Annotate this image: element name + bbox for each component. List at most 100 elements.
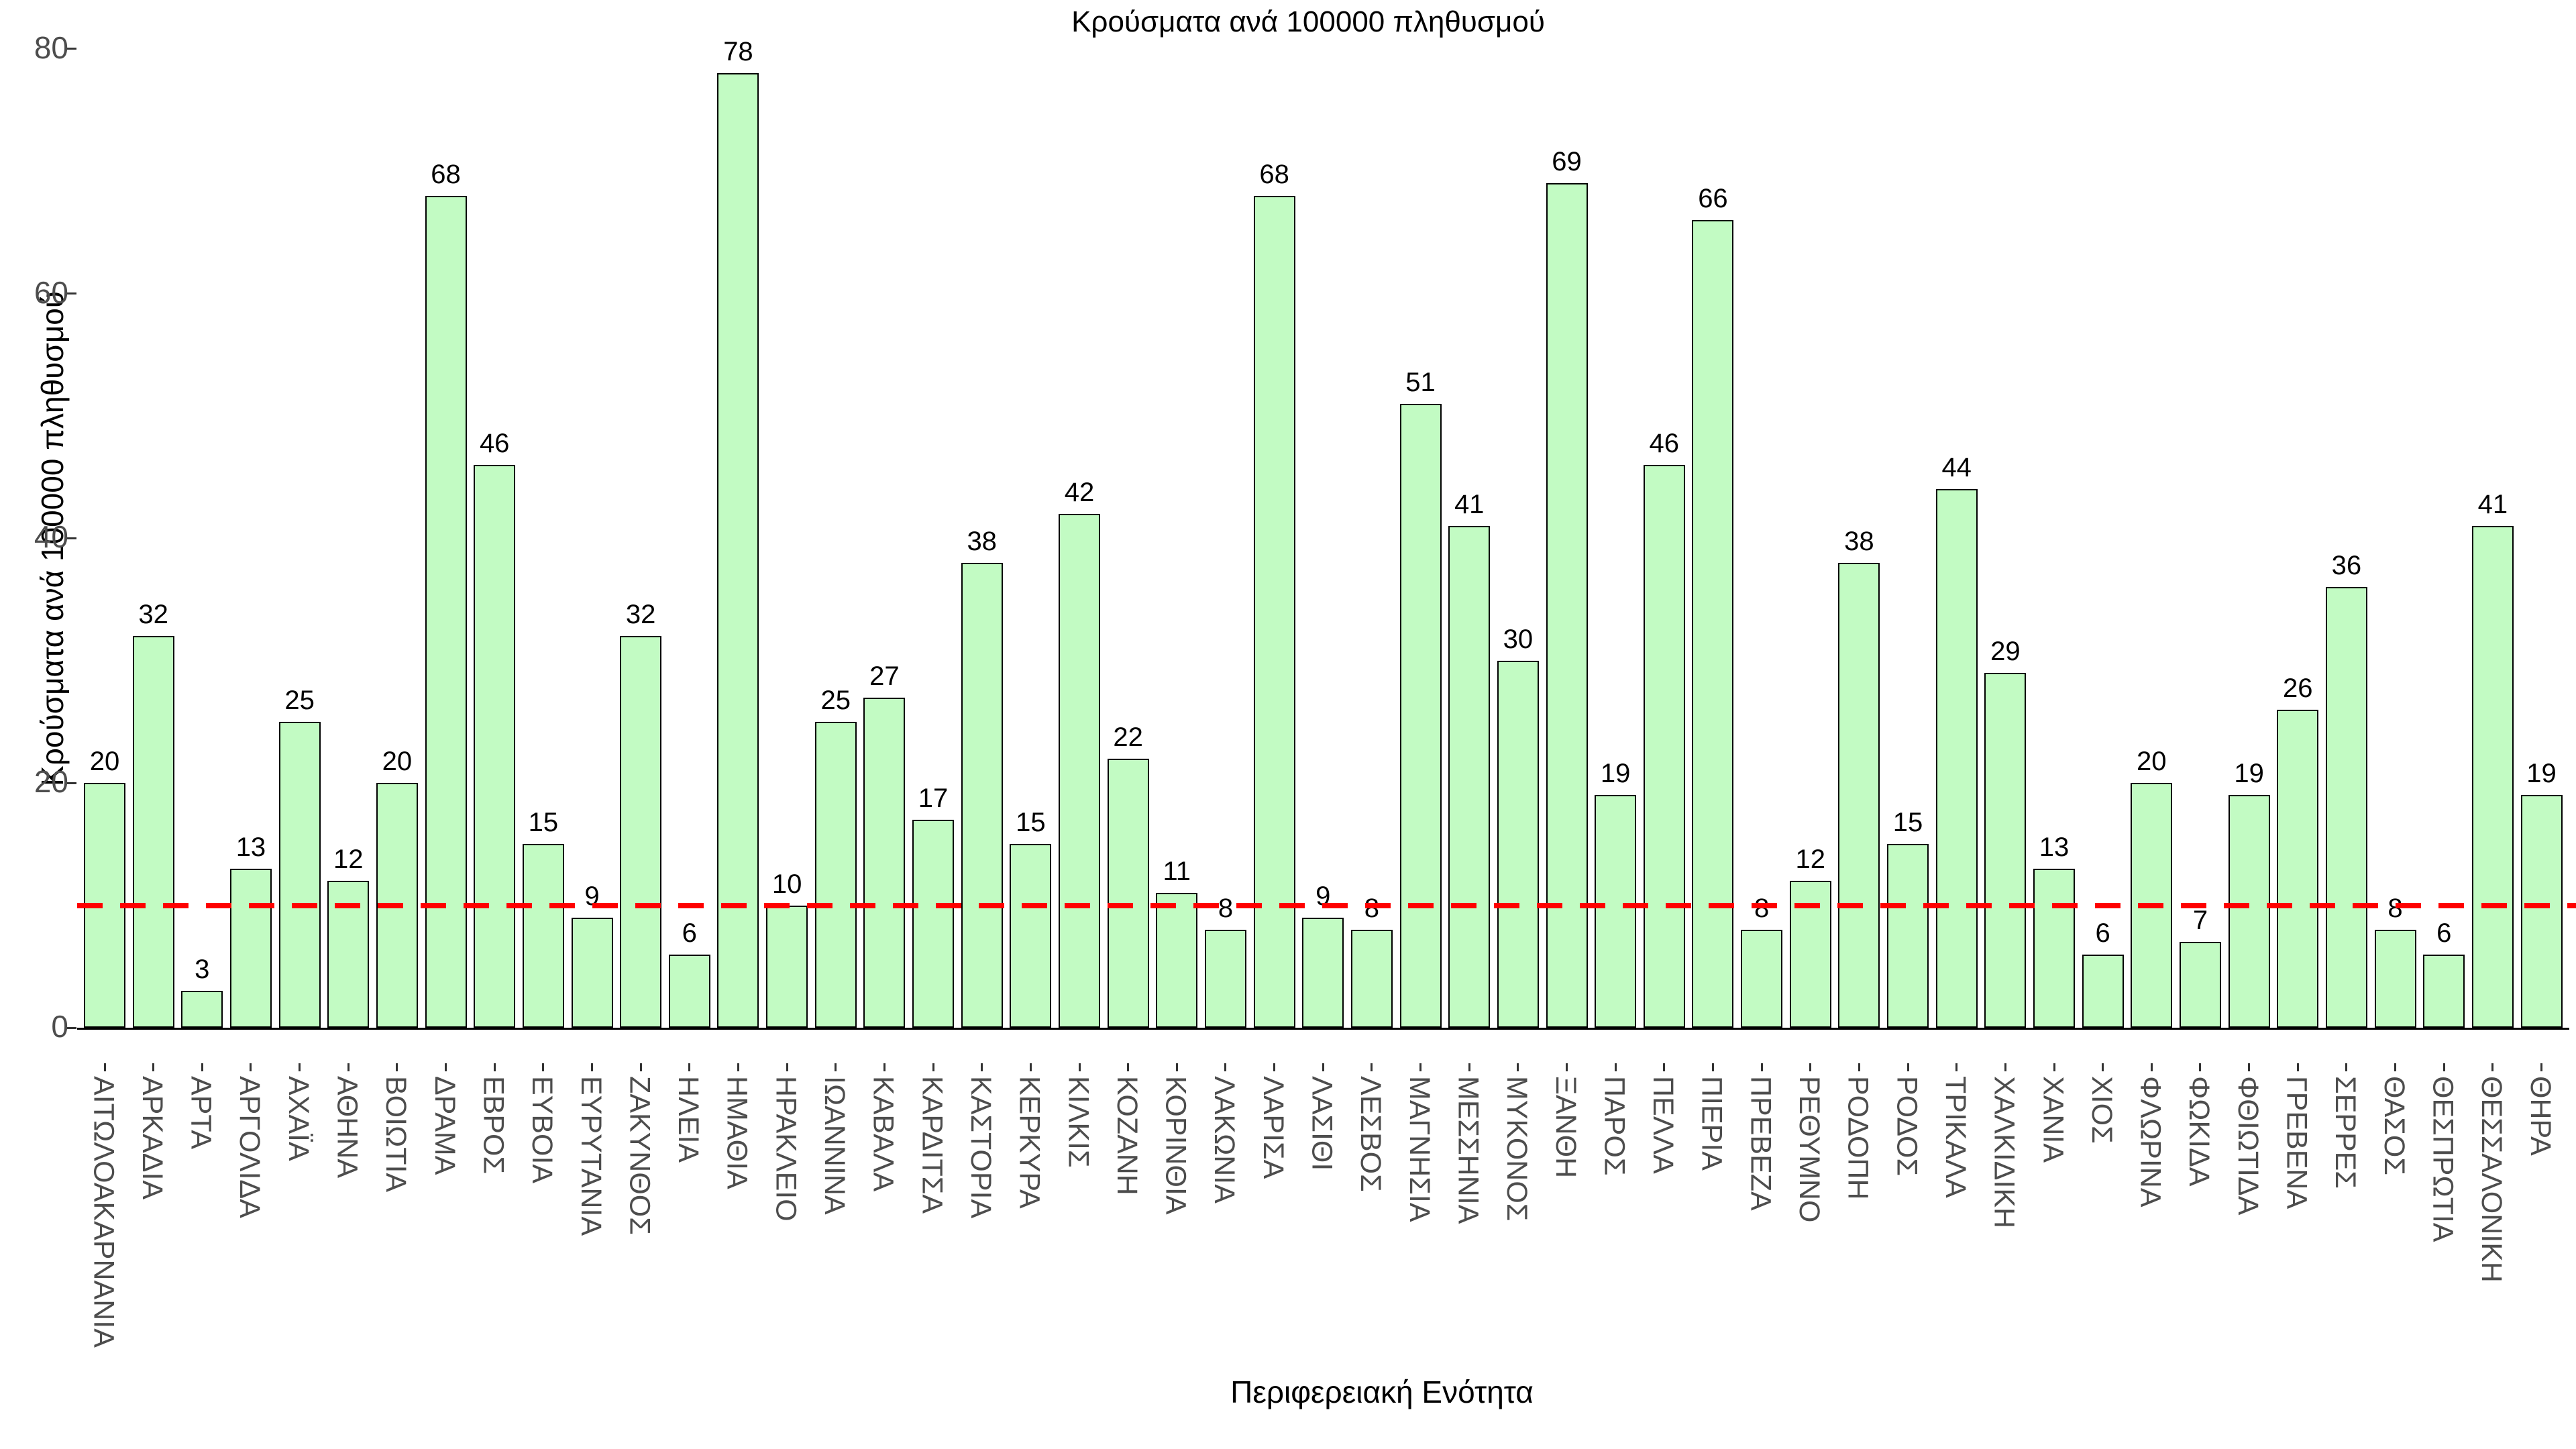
reference-line [77,902,2576,908]
bar [2374,930,2416,1028]
bar-value-label: 66 [1698,184,1728,214]
category-label: ΛΑΡΙΣΑ [1256,1076,1289,1179]
category-label: ΞΑΝΘΗ [1549,1076,1582,1179]
x-axis-tick [2004,1063,2006,1071]
x-axis-line [77,1028,2569,1030]
bar-value-label: 51 [1405,367,1436,397]
bar [229,868,272,1028]
category-label: ΑΘΗΝΑ [331,1076,364,1179]
category-label: ΠΡΕΒΕΖΑ [1744,1076,1777,1211]
bar-value-label: 32 [625,600,656,630]
bar-value-label: 15 [528,808,559,838]
y-tick-label: 40 [34,519,68,555]
x-axis-tick [1566,1063,1568,1071]
x-axis-tick [347,1063,350,1071]
x-axis-tick [2248,1063,2251,1071]
x-axis-tick [2394,1063,2397,1071]
bar [2082,954,2124,1028]
x-axis-tick [591,1063,593,1071]
category-label: ΣΕΡΡΕΣ [2329,1076,2362,1189]
x-axis-tick [201,1063,203,1071]
bar [1156,893,1198,1028]
category-label: ΦΘΙΩΤΙΔΑ [2231,1076,2264,1216]
category-label: ΚΕΡΚΥΡΑ [1013,1076,1046,1209]
bar-value-label: 69 [1552,147,1582,177]
bar-value-label: 25 [820,686,851,715]
bar-value-label: 19 [2526,759,2557,789]
bar [1059,513,1100,1028]
x-axis-tick [1029,1063,1032,1071]
bar [2520,795,2563,1028]
x-axis-tick [932,1063,934,1071]
y-tick-label: 20 [34,764,68,800]
bar-value-label: 3 [195,955,210,985]
bar-value-label: 7 [2192,906,2208,936]
bar [474,464,516,1028]
chart-title: Κρούσματα ανά 100000 πληθυσμού [1071,5,1545,38]
bar-value-label: 44 [1941,453,1972,483]
category-label: ΗΛΕΙΑ [672,1076,705,1163]
x-axis-tick [1371,1063,1373,1071]
bar-value-label: 32 [138,600,168,630]
x-axis-tick [2102,1063,2104,1071]
x-axis-tick [2199,1063,2202,1071]
bar-value-label: 68 [431,159,461,189]
x-axis-tick [152,1063,155,1071]
bar-value-label: 46 [479,428,510,458]
x-axis-tick [1858,1063,1860,1071]
category-label: ΡΕΘΥΜΝΟ [1793,1076,1826,1223]
bar-value-label: 25 [284,686,315,715]
category-label: ΒΟΙΩΤΙΑ [380,1076,413,1193]
bar [2471,526,2514,1028]
bar-value-label: 12 [1795,845,1826,875]
bar [961,562,1003,1028]
x-axis-tick [2053,1063,2055,1071]
category-label: ΛΕΣΒΟΣ [1354,1076,1387,1192]
x-axis-tick [1468,1063,1470,1071]
category-label: ΘΕΣΠΡΩΤΙΑ [2426,1076,2459,1242]
category-label: ΡΟΔΟΠΗ [1841,1076,1874,1200]
x-axis-tick [396,1063,398,1071]
bar [1595,795,1637,1028]
bar-value-label: 6 [682,918,697,948]
bar [1399,403,1442,1028]
bar-value-label: 8 [1754,894,1770,924]
x-axis-tick [1273,1063,1276,1071]
category-label: ΚΑΒΑΛΑ [867,1076,900,1192]
bar-value-label: 6 [2436,918,2452,948]
category-label: ΛΑΣΙΘΙ [1305,1076,1338,1171]
y-axis-tick [66,292,76,295]
bar [1107,758,1149,1028]
bar [1253,195,1295,1028]
bar-value-label: 78 [723,37,753,67]
x-axis-label: Περιφερειακή Ενότητα [1230,1375,1534,1409]
y-tick-label: 60 [34,274,68,310]
bar-value-label: 27 [869,661,900,691]
category-label: ΑΡΚΑΔΙΑ [136,1076,168,1200]
x-axis-tick [883,1063,885,1071]
x-axis-tick [1419,1063,1422,1071]
category-label: ΛΑΚΩΝΙΑ [1208,1076,1241,1203]
category-label: ΘΕΣΣΑΛΟΝΙΚΗ [2475,1076,2508,1283]
x-axis-tick [493,1063,496,1071]
category-label: ΤΡΙΚΑΛΑ [1939,1076,1972,1198]
x-axis-tick [835,1063,837,1071]
bar-value-label: 46 [1649,428,1680,458]
bar [2179,942,2221,1028]
bar-value-label: 17 [918,783,949,813]
bar [132,636,174,1028]
bar [620,636,662,1028]
bar-value-label: 8 [1364,894,1380,924]
bar [1984,673,2027,1028]
category-label: ΘΑΣΟΣ [2377,1076,2410,1175]
category-label: ΚΟΖΑΝΗ [1110,1076,1143,1195]
bar-value-label: 26 [2283,673,2313,703]
bar-value-label: 38 [1844,526,1874,556]
category-label: ΕΥΡΥΤΑΝΙΑ [574,1076,607,1236]
x-axis-tick [103,1063,106,1071]
bar [814,722,857,1028]
bar-value-label: 22 [1113,722,1143,752]
bar-value-label: 19 [2234,759,2264,789]
x-axis-tick [737,1063,739,1071]
